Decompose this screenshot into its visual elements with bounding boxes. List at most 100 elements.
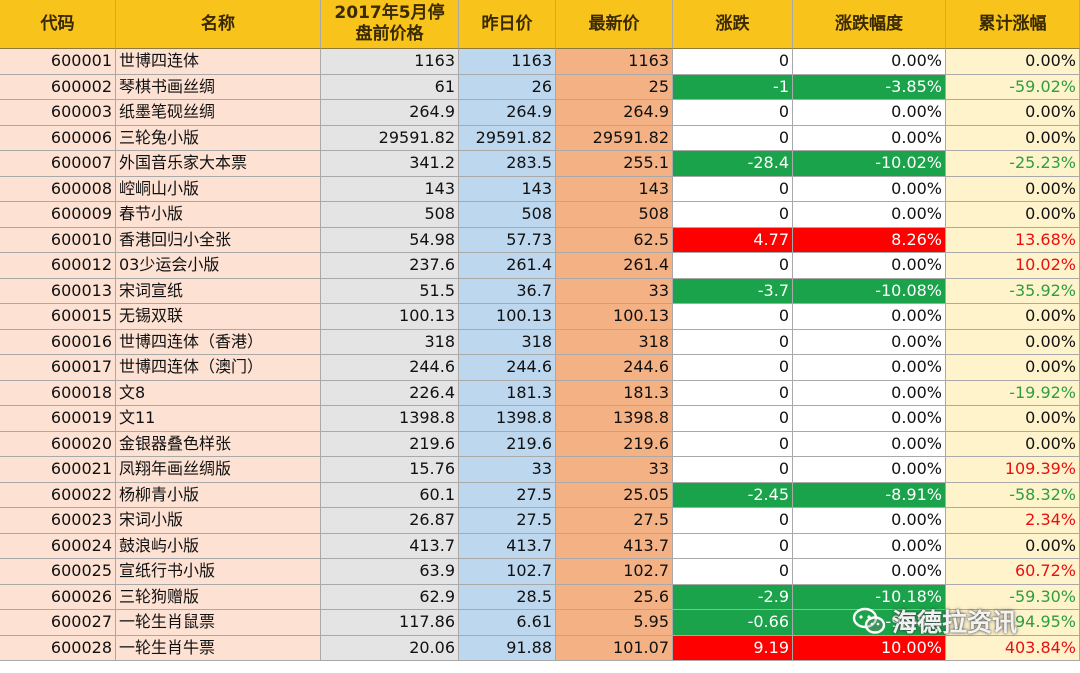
- cell-pre-close[interactable]: 15.76: [321, 457, 459, 483]
- cell-pre-close[interactable]: 413.7: [321, 533, 459, 559]
- cell-cum-pct[interactable]: 0.00%: [946, 49, 1080, 75]
- cell-cum-pct[interactable]: 109.39%: [946, 457, 1080, 483]
- cell-pre-close[interactable]: 318: [321, 329, 459, 355]
- cell-change[interactable]: 0: [673, 100, 793, 126]
- cell-pre-close[interactable]: 51.5: [321, 278, 459, 304]
- cell-change[interactable]: -1: [673, 74, 793, 100]
- cell-prev-price[interactable]: 244.6: [459, 355, 556, 381]
- cell-cum-pct[interactable]: 13.68%: [946, 227, 1080, 253]
- cell-prev-price[interactable]: 6.61: [459, 610, 556, 636]
- cell-change-pct[interactable]: 0.00%: [793, 202, 946, 228]
- cell-name[interactable]: 无锡双联: [116, 304, 321, 330]
- cell-pre-close[interactable]: 60.1: [321, 482, 459, 508]
- cell-cum-pct[interactable]: 0.00%: [946, 202, 1080, 228]
- cell-cum-pct[interactable]: 0.00%: [946, 304, 1080, 330]
- cell-change-pct[interactable]: 0.00%: [793, 559, 946, 585]
- cell-code[interactable]: 600009: [0, 202, 116, 228]
- cell-name[interactable]: 文8: [116, 380, 321, 406]
- cell-change-pct[interactable]: 0.00%: [793, 49, 946, 75]
- cell-last-price[interactable]: 264.9: [556, 100, 673, 126]
- cell-change[interactable]: 0: [673, 125, 793, 151]
- cell-prev-price[interactable]: 264.9: [459, 100, 556, 126]
- cell-change-pct[interactable]: 0.00%: [793, 329, 946, 355]
- cell-code[interactable]: 600001: [0, 49, 116, 75]
- cell-name[interactable]: 杨柳青小版: [116, 482, 321, 508]
- cell-prev-price[interactable]: 143: [459, 176, 556, 202]
- cell-change-pct[interactable]: -10.08%: [793, 278, 946, 304]
- cell-code[interactable]: 600017: [0, 355, 116, 381]
- cell-name[interactable]: 一轮生肖牛票: [116, 635, 321, 661]
- cell-change-pct[interactable]: 0.00%: [793, 100, 946, 126]
- cell-last-price[interactable]: 33: [556, 278, 673, 304]
- cell-cum-pct[interactable]: 0.00%: [946, 176, 1080, 202]
- cell-pre-close[interactable]: 20.06: [321, 635, 459, 661]
- header-last-price[interactable]: 最新价: [556, 0, 673, 49]
- cell-cum-pct[interactable]: 0.00%: [946, 533, 1080, 559]
- cell-last-price[interactable]: 318: [556, 329, 673, 355]
- cell-cum-pct[interactable]: 60.72%: [946, 559, 1080, 585]
- cell-change-pct[interactable]: 10.00%: [793, 635, 946, 661]
- cell-cum-pct[interactable]: 0.00%: [946, 431, 1080, 457]
- cell-change[interactable]: -0.66: [673, 610, 793, 636]
- cell-prev-price[interactable]: 27.5: [459, 482, 556, 508]
- cell-change[interactable]: 9.19: [673, 635, 793, 661]
- cell-code[interactable]: 600028: [0, 635, 116, 661]
- cell-prev-price[interactable]: 318: [459, 329, 556, 355]
- cell-last-price[interactable]: 1398.8: [556, 406, 673, 432]
- cell-cum-pct[interactable]: 0.00%: [946, 355, 1080, 381]
- cell-cum-pct[interactable]: 10.02%: [946, 253, 1080, 279]
- cell-code[interactable]: 600016: [0, 329, 116, 355]
- cell-change[interactable]: 0: [673, 508, 793, 534]
- cell-pre-close[interactable]: 100.13: [321, 304, 459, 330]
- cell-prev-price[interactable]: 508: [459, 202, 556, 228]
- cell-last-price[interactable]: 181.3: [556, 380, 673, 406]
- cell-name[interactable]: 03少运会小版: [116, 253, 321, 279]
- cell-prev-price[interactable]: 413.7: [459, 533, 556, 559]
- cell-pre-close[interactable]: 63.9: [321, 559, 459, 585]
- cell-pre-close[interactable]: 1163: [321, 49, 459, 75]
- cell-code[interactable]: 600021: [0, 457, 116, 483]
- cell-last-price[interactable]: 244.6: [556, 355, 673, 381]
- cell-prev-price[interactable]: 283.5: [459, 151, 556, 177]
- cell-prev-price[interactable]: 181.3: [459, 380, 556, 406]
- cell-change[interactable]: 0: [673, 533, 793, 559]
- cell-last-price[interactable]: 255.1: [556, 151, 673, 177]
- cell-name[interactable]: 外国音乐家大本票: [116, 151, 321, 177]
- cell-pre-close[interactable]: 1398.8: [321, 406, 459, 432]
- cell-code[interactable]: 600003: [0, 100, 116, 126]
- cell-name[interactable]: 纸墨笔砚丝绸: [116, 100, 321, 126]
- header-name[interactable]: 名称: [116, 0, 321, 49]
- cell-change[interactable]: 4.77: [673, 227, 793, 253]
- cell-name[interactable]: 鼓浪屿小版: [116, 533, 321, 559]
- cell-cum-pct[interactable]: -19.92%: [946, 380, 1080, 406]
- header-change-pct[interactable]: 涨跌幅度: [793, 0, 946, 49]
- cell-prev-price[interactable]: 33: [459, 457, 556, 483]
- cell-name[interactable]: 宋词宣纸: [116, 278, 321, 304]
- cell-change-pct[interactable]: -10.02%: [793, 151, 946, 177]
- cell-name[interactable]: 世博四连体（香港）: [116, 329, 321, 355]
- cell-prev-price[interactable]: 102.7: [459, 559, 556, 585]
- cell-name[interactable]: 金银器叠色样张: [116, 431, 321, 457]
- cell-change[interactable]: 0: [673, 202, 793, 228]
- cell-prev-price[interactable]: 261.4: [459, 253, 556, 279]
- cell-code[interactable]: 600012: [0, 253, 116, 279]
- cell-cum-pct[interactable]: -59.02%: [946, 74, 1080, 100]
- cell-last-price[interactable]: 100.13: [556, 304, 673, 330]
- cell-change[interactable]: 0: [673, 457, 793, 483]
- cell-change-pct[interactable]: 0.00%: [793, 533, 946, 559]
- header-change[interactable]: 涨跌: [673, 0, 793, 49]
- cell-pre-close[interactable]: 244.6: [321, 355, 459, 381]
- cell-prev-price[interactable]: 36.7: [459, 278, 556, 304]
- cell-pre-close[interactable]: 26.87: [321, 508, 459, 534]
- cell-pre-close[interactable]: 29591.82: [321, 125, 459, 151]
- cell-code[interactable]: 600020: [0, 431, 116, 457]
- cell-last-price[interactable]: 413.7: [556, 533, 673, 559]
- cell-change[interactable]: -2.9: [673, 584, 793, 610]
- cell-name[interactable]: 宋词小版: [116, 508, 321, 534]
- cell-code[interactable]: 600002: [0, 74, 116, 100]
- cell-cum-pct[interactable]: -35.92%: [946, 278, 1080, 304]
- cell-pre-close[interactable]: 62.9: [321, 584, 459, 610]
- cell-change-pct[interactable]: 0.00%: [793, 253, 946, 279]
- cell-change[interactable]: 0: [673, 559, 793, 585]
- cell-code[interactable]: 600026: [0, 584, 116, 610]
